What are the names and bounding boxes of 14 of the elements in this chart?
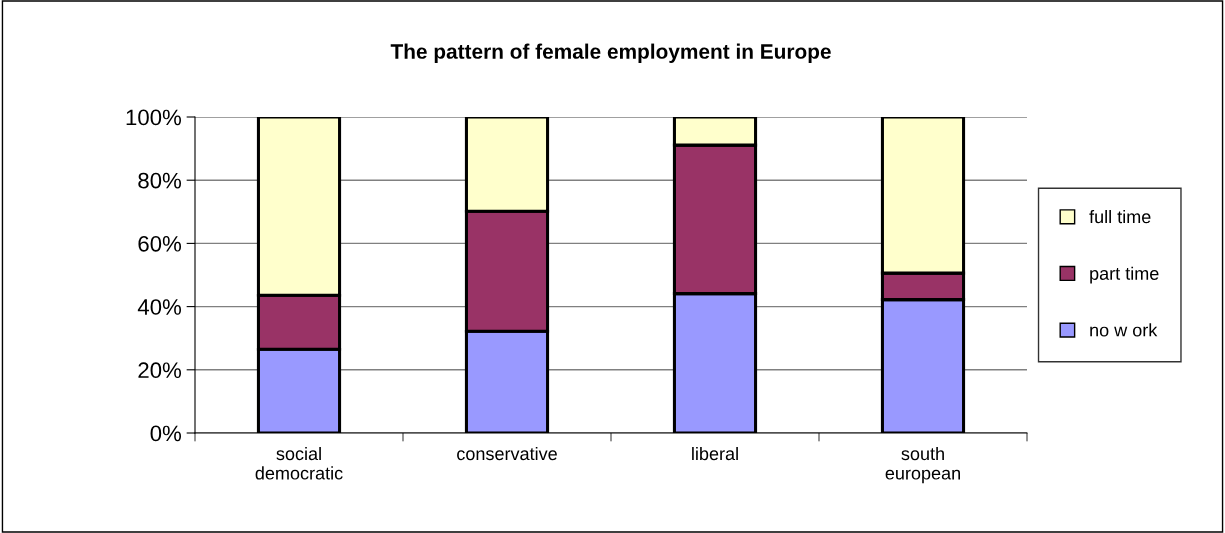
y-tick-label: 40% <box>137 299 182 315</box>
legend-label: part time <box>1090 266 1159 284</box>
legend-label: full time <box>1089 209 1151 224</box>
x-tick-label: liberal <box>692 446 738 461</box>
y-tick-label: 80% <box>138 172 182 189</box>
y-tick-label: 60% <box>138 235 182 252</box>
chart-title: The pattern of female employment in Europe <box>390 43 831 63</box>
y-tick-label: 0% <box>150 425 182 442</box>
legend-label: no w ork <box>1090 323 1158 337</box>
y-tick-label: 20% <box>138 362 182 379</box>
x-tick-label: conservative <box>457 446 557 461</box>
x-tick-label: social democratic <box>255 446 343 480</box>
x-tick-label: south european <box>885 446 960 484</box>
y-tick-label: 100% <box>126 109 182 126</box>
